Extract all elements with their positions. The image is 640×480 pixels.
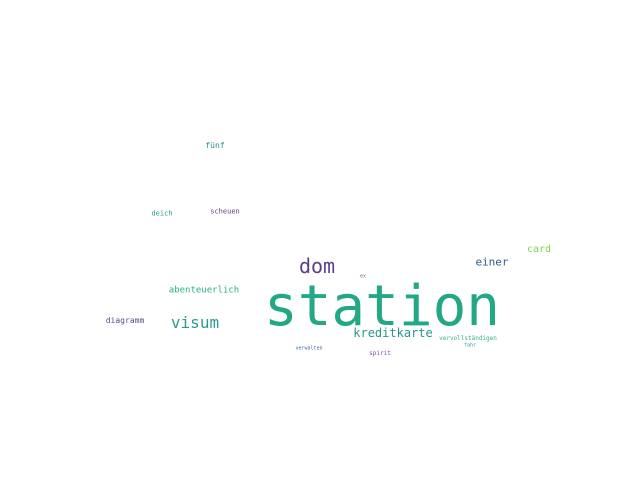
word-abenteuerlich: abenteuerlich (168, 285, 240, 296)
word-dom: dom (298, 254, 336, 278)
word-deich: deich (151, 209, 173, 218)
word-vervollstaendigen: vervollständigen (439, 335, 497, 342)
word-einer: einer (475, 255, 509, 269)
word-fahr: fahr (463, 342, 477, 349)
word-kreditkarte: kreditkarte (353, 326, 433, 340)
word-scheuen: scheuen (210, 207, 240, 216)
word-verwalten: verwalten (295, 345, 323, 352)
word-diagramm: diagramm (105, 316, 145, 325)
word-spirit: spirit (369, 350, 391, 357)
word-fuenf: fünf (205, 141, 225, 150)
word-ex: ex (359, 273, 367, 280)
word-visum: visum (170, 313, 220, 332)
word-card: card (526, 244, 552, 255)
word-station: station (263, 274, 501, 339)
